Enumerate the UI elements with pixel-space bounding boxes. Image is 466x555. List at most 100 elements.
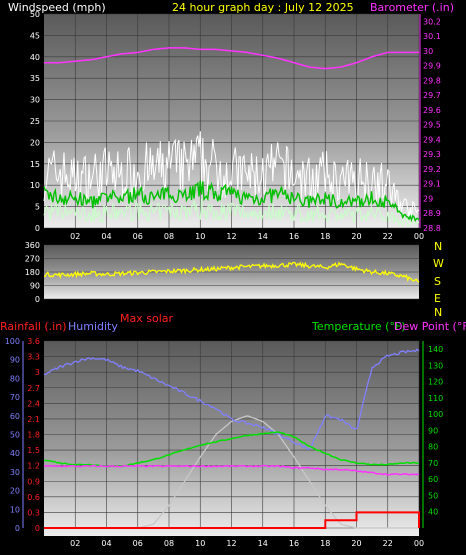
baro-tick-label: 28.8	[423, 224, 441, 233]
rain-title: Rainfall (.in)	[0, 320, 67, 333]
compass-e: E	[434, 292, 441, 305]
humidity-tick-label: 60	[10, 412, 20, 421]
wind-tick-label: 45	[30, 31, 40, 40]
humidity-line	[43, 348, 420, 451]
rain-tick-label: 0.9	[27, 477, 40, 486]
rain-tick-label: 2.4	[27, 399, 40, 408]
humidity-tick-label: 30	[10, 468, 20, 477]
wind-light-line	[43, 198, 420, 227]
temp-tick-label: 80	[428, 443, 438, 452]
temp-x-tick-label: 00	[414, 539, 424, 548]
rain-tick-label: 1.5	[27, 446, 40, 455]
temp-tick-label: 140	[428, 345, 443, 354]
wind-average-line	[43, 180, 420, 223]
wind-tick-label: 20	[30, 138, 40, 147]
temp-tick-label: 50	[428, 491, 438, 500]
temp-tick-label: 90	[428, 426, 438, 435]
temp-x-tick-label: 06	[133, 539, 143, 548]
temp-x-tick-label: 20	[351, 539, 361, 548]
baro-tick-label: 30.1	[423, 32, 441, 41]
direction-tick-label: 90	[30, 282, 40, 291]
direction-tick-label: 180	[25, 268, 40, 277]
temp-x-tick-label: 14	[258, 539, 268, 548]
wind-x-tick-label: 18	[320, 232, 330, 241]
baro-tick-label: 29	[423, 194, 433, 203]
wind-tick-label: 10	[30, 181, 40, 190]
wind-x-tick-label: 04	[101, 232, 111, 241]
wind-x-tick-label: 22	[383, 232, 393, 241]
wind-x-tick-label: 00	[414, 232, 424, 241]
direction-tick-label: 270	[25, 255, 40, 264]
temp-tick-label: 110	[428, 394, 443, 403]
temp-x-tick-label: 22	[383, 539, 393, 548]
wind-x-tick-label: 20	[351, 232, 361, 241]
rain-tick-label: 0.3	[27, 508, 40, 517]
humidity-tick-label: 100	[5, 337, 20, 346]
compass-s: S	[434, 275, 441, 288]
humidity-tick-label: 90	[10, 356, 20, 365]
temp-tick-label: 70	[428, 459, 438, 468]
baro-tick-label: 29.4	[423, 135, 441, 144]
direction-tick-label: 0	[35, 295, 40, 304]
temp-x-tick-label: 10	[195, 539, 205, 548]
baro-tick-label: 29.6	[423, 106, 441, 115]
humidity-title: Humidity	[68, 320, 118, 333]
compass-n-bottom: N	[434, 306, 442, 319]
wind-x-tick-label: 10	[195, 232, 205, 241]
humidity-tick-label: 20	[10, 487, 20, 496]
humidity-tick-label: 10	[10, 505, 20, 514]
temp-tick-label: 130	[428, 361, 443, 370]
wind-x-tick-label: 06	[133, 232, 143, 241]
rain-tick-label: 1.8	[27, 431, 40, 440]
rain-tick-label: 3.6	[27, 337, 40, 346]
temp-tick-label: 60	[428, 475, 438, 484]
rain-tick-label: 0	[35, 524, 40, 533]
baro-tick-label: 29.2	[423, 165, 441, 174]
temp-x-tick-label: 18	[320, 539, 330, 548]
rain-tick-label: 1.2	[27, 462, 40, 471]
humidity-tick-label: 50	[10, 431, 20, 440]
wind-tick-label: 15	[30, 160, 40, 169]
rain-tick-label: 2.1	[27, 415, 40, 424]
baro-title: Barometer (.in)	[370, 1, 454, 14]
data-series	[43, 47, 420, 529]
dew-title: Dew Point (°F)	[394, 320, 466, 333]
wind-direction-line	[44, 261, 420, 283]
humidity-tick-label: 80	[10, 374, 20, 383]
wind-x-tick-label: 08	[164, 232, 174, 241]
wind-x-tick-label: 02	[70, 232, 80, 241]
humidity-tick-label: 70	[10, 393, 20, 402]
humidity-tick-label: 40	[10, 449, 20, 458]
rain-tick-label: 3.3	[27, 353, 40, 362]
temp-x-tick-label: 08	[164, 539, 174, 548]
baro-tick-label: 30.2	[423, 17, 441, 26]
rain-tick-label: 0.6	[27, 493, 40, 502]
temperature-title: Temperature (°F)	[311, 320, 406, 333]
axis-ticks: 0510152025303540455028.828.92929.129.229…	[5, 10, 444, 548]
temp-x-tick-label: 04	[101, 539, 111, 548]
temp-tick-label: 40	[428, 508, 438, 517]
humidity-tick-label: 0	[15, 524, 20, 533]
wind-tick-label: 35	[30, 74, 40, 83]
temp-x-tick-label: 16	[289, 539, 299, 548]
baro-tick-label: 30	[423, 47, 433, 56]
baro-tick-label: 29.9	[423, 62, 441, 71]
baro-tick-label: 29.8	[423, 76, 441, 85]
temp-tick-label: 100	[428, 410, 443, 419]
baro-tick-label: 29.3	[423, 150, 441, 159]
barometer-line	[44, 47, 419, 70]
rain-tick-label: 3	[35, 368, 40, 377]
wind-tick-label: 0	[35, 224, 40, 233]
wind-x-tick-label: 12	[226, 232, 236, 241]
wind-x-tick-label: 16	[289, 232, 299, 241]
max-solar-title: Max solar	[120, 312, 173, 325]
baro-tick-label: 28.9	[423, 209, 441, 218]
wind-x-tick-label: 14	[258, 232, 268, 241]
baro-tick-label: 29.7	[423, 91, 441, 100]
temp-x-tick-label: 02	[70, 539, 80, 548]
compass-w: W	[433, 257, 444, 270]
wind-tick-label: 25	[30, 117, 40, 126]
temp-tick-label: 120	[428, 378, 443, 387]
direction-tick-label: 360	[25, 241, 40, 250]
